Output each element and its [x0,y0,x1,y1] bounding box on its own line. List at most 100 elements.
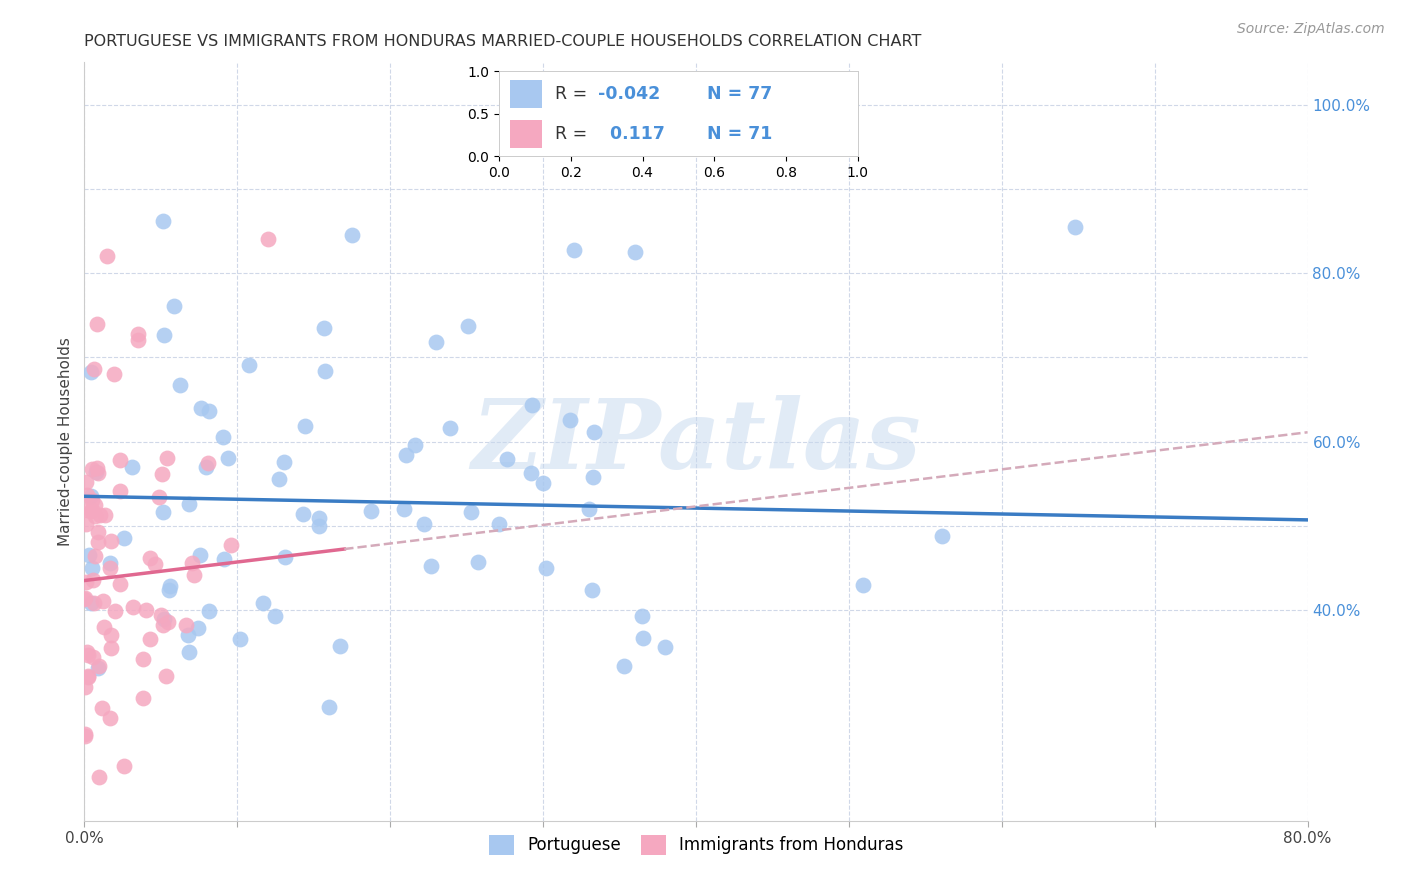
Y-axis label: Married-couple Households: Married-couple Households [58,337,73,546]
Point [188,549,211,563]
Point [238,358,260,372]
Point [82,650,104,665]
Point [852,578,875,592]
Point [90,701,112,715]
Point [100,628,122,642]
Point [121,460,143,475]
Point [531,475,554,490]
Point [75,727,97,741]
Point [73,680,96,694]
Point [581,582,603,597]
Text: R =: R = [555,85,592,103]
Text: N = 77: N = 77 [707,85,772,103]
Point [75,574,97,589]
Point [86,461,108,475]
Point [180,557,202,571]
Point [150,608,173,623]
Point [89,770,111,784]
Point [77,549,100,563]
Point [155,450,177,465]
Point [314,363,336,377]
Point [139,550,162,565]
Point [214,551,236,566]
Point [257,232,280,246]
Point [159,579,181,593]
Point [219,538,242,552]
Text: Source: ZipAtlas.com: Source: ZipAtlas.com [1237,22,1385,37]
Point [439,421,461,435]
Point [177,497,200,511]
Point [103,367,125,381]
Point [212,430,235,444]
Point [292,507,315,521]
Point [145,558,167,572]
Point [329,640,352,654]
Point [83,508,105,523]
Point [112,531,135,545]
Point [77,669,100,683]
Point [183,568,205,582]
Point [198,604,221,618]
Point [77,648,100,663]
Point [340,228,363,243]
Point [495,451,517,466]
Point [80,493,103,508]
Point [80,561,103,575]
Point [273,550,295,565]
Point [163,299,186,313]
Point [263,608,285,623]
Point [582,469,605,483]
Point [467,555,489,569]
Point [98,710,121,724]
Point [157,583,180,598]
Point [582,425,605,440]
Point [294,418,316,433]
FancyBboxPatch shape [510,80,543,108]
Point [488,516,510,531]
Point [150,467,173,482]
Point [308,510,330,524]
Point [187,622,209,636]
Point [613,658,636,673]
Point [122,600,145,615]
Point [83,499,105,513]
Point [360,504,382,518]
Point [273,455,295,469]
Point [77,671,100,685]
Point [76,645,98,659]
Point [80,489,103,503]
Point [1064,219,1087,234]
Text: N = 71: N = 71 [707,125,772,143]
Point [76,488,98,502]
Point [82,573,104,587]
Point [104,604,127,618]
Point [654,640,676,654]
Point [229,632,252,646]
Point [267,472,290,486]
Point [624,244,647,259]
Point [76,503,98,517]
Point [84,549,107,564]
Point [197,456,219,470]
Point [392,502,415,516]
Point [197,404,219,418]
Point [100,534,122,549]
Point [80,504,103,518]
Text: 0.117: 0.117 [598,125,665,143]
Point [127,326,149,341]
Point [80,596,103,610]
Text: R =: R = [555,125,592,143]
Point [82,462,104,476]
Point [75,516,97,531]
Point [96,249,118,263]
Point [412,517,434,532]
Point [87,467,110,481]
Point [89,508,111,523]
Point [100,641,122,656]
Point [86,317,108,331]
Point [153,612,176,626]
Point [98,557,121,571]
Point [174,618,197,632]
Point [139,632,162,647]
Point [83,596,105,610]
